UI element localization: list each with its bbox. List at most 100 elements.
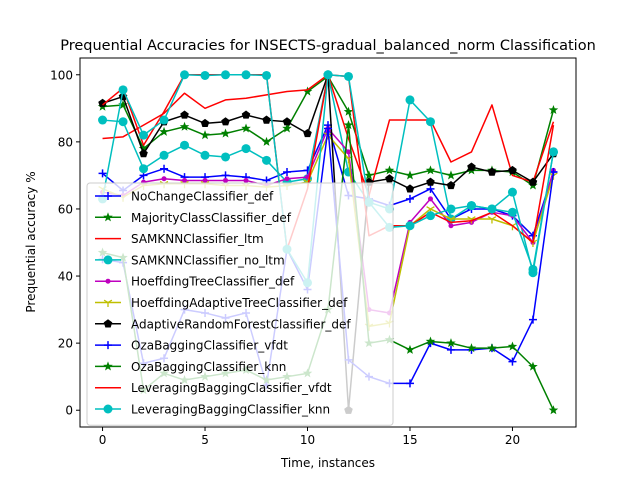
data-point bbox=[118, 85, 128, 95]
data-point bbox=[139, 130, 149, 140]
data-point bbox=[118, 99, 128, 110]
data-point bbox=[200, 118, 210, 128]
data-point bbox=[223, 177, 229, 183]
data-point bbox=[182, 177, 188, 183]
data-point bbox=[138, 143, 149, 153]
chart-title: Prequential Accuracies for INSECTS-gradu… bbox=[60, 38, 596, 54]
data-point bbox=[508, 357, 517, 366]
legend-label: SAMKNNClassifier_ltm bbox=[131, 232, 264, 246]
legend-marker bbox=[103, 361, 113, 371]
data-point bbox=[200, 150, 210, 160]
legend-label: HoeffdingTreeClassifier_def bbox=[131, 275, 295, 289]
legend: NoChangeClassifier_def MajorityClassClass… bbox=[86, 182, 394, 426]
data-point bbox=[241, 123, 251, 133]
y-axis: 0 20 40 60 80 100 bbox=[50, 68, 80, 418]
data-point bbox=[262, 115, 271, 124]
y-tick-label: 60 bbox=[58, 202, 73, 216]
data-point bbox=[284, 176, 290, 182]
data-point bbox=[384, 165, 395, 175]
legend-label: AdaptiveRandomForestClassifier_def bbox=[131, 317, 351, 331]
data-point bbox=[528, 315, 537, 324]
data-point bbox=[405, 170, 415, 180]
data-point bbox=[446, 345, 455, 354]
data-point bbox=[426, 184, 435, 193]
data-point bbox=[159, 126, 169, 136]
legend-item: NoChangeClassifier_def bbox=[95, 190, 274, 204]
data-point bbox=[507, 187, 517, 197]
data-point bbox=[261, 136, 272, 146]
data-point bbox=[220, 128, 231, 138]
legend-marker bbox=[103, 212, 113, 222]
data-point bbox=[241, 144, 251, 154]
data-point bbox=[241, 110, 251, 119]
data-point bbox=[364, 170, 374, 180]
legend-label: LeveragingBaggingClassifier_vfdt bbox=[131, 381, 332, 395]
legend-item: AdaptiveRandomForestClassifier_def bbox=[95, 317, 351, 331]
y-tick-label: 40 bbox=[58, 270, 73, 284]
data-point bbox=[180, 140, 190, 150]
data-point bbox=[159, 150, 169, 160]
legend-marker bbox=[105, 278, 111, 284]
data-point bbox=[528, 177, 538, 186]
x-tick-label: 5 bbox=[201, 433, 209, 447]
data-point bbox=[282, 117, 292, 126]
data-point bbox=[139, 149, 148, 158]
data-point bbox=[405, 379, 414, 388]
x-tick-label: 10 bbox=[300, 433, 315, 447]
data-point bbox=[345, 149, 351, 155]
data-point bbox=[548, 147, 558, 157]
data-point bbox=[405, 95, 415, 105]
legend-item: HoeffdingTreeClassifier_def bbox=[95, 275, 295, 289]
x-tick-label: 20 bbox=[505, 433, 520, 447]
data-point bbox=[425, 117, 435, 127]
data-point bbox=[200, 130, 210, 140]
data-point bbox=[425, 336, 436, 346]
legend-marker bbox=[103, 299, 113, 307]
legend-item: OzaBaggingClassifier_knn bbox=[95, 360, 286, 374]
legend-item: SAMKNNClassifier_no_ltm bbox=[95, 253, 285, 267]
data-point bbox=[405, 344, 415, 354]
legend-item: OzaBaggingClassifier_vfdt bbox=[95, 339, 288, 353]
data-point bbox=[467, 162, 476, 171]
legend-label: OzaBaggingClassifier_vfdt bbox=[131, 339, 288, 353]
y-tick-label: 100 bbox=[50, 68, 73, 82]
legend-item: MajorityClassClassifier_def bbox=[95, 211, 292, 225]
data-point bbox=[200, 70, 210, 80]
data-point bbox=[507, 341, 518, 351]
legend-item: LeveragingBaggingClassifier_vfdt bbox=[95, 381, 332, 395]
data-point bbox=[262, 155, 272, 165]
legend-box bbox=[86, 182, 394, 426]
legend-item: HoeffdingAdaptiveTreeClassifier_def bbox=[95, 296, 348, 310]
data-point bbox=[180, 110, 189, 119]
plot-frame bbox=[79, 57, 577, 428]
legend-marker bbox=[103, 404, 113, 414]
legend-marker bbox=[103, 319, 113, 328]
data-point bbox=[487, 343, 497, 353]
y-tick-label: 0 bbox=[65, 404, 73, 418]
data-point bbox=[446, 170, 456, 180]
legend-label: NoChangeClassifier_def bbox=[131, 190, 274, 204]
data-point bbox=[161, 176, 167, 182]
data-point bbox=[324, 124, 332, 133]
data-point bbox=[343, 120, 354, 130]
data-point bbox=[282, 123, 292, 133]
data-point bbox=[302, 86, 313, 96]
data-point bbox=[427, 196, 433, 202]
data-point bbox=[548, 405, 559, 415]
data-point bbox=[466, 201, 476, 211]
legend-marker bbox=[104, 341, 112, 350]
data-point bbox=[262, 70, 272, 80]
data-point bbox=[507, 207, 517, 217]
x-tick-label: 15 bbox=[402, 433, 417, 447]
data-point bbox=[202, 177, 208, 183]
data-point bbox=[487, 204, 497, 214]
data-point bbox=[180, 70, 190, 80]
data-point bbox=[446, 338, 456, 348]
data-point bbox=[343, 71, 353, 81]
data-point bbox=[221, 70, 231, 80]
legend-item: SAMKNNClassifier_ltm bbox=[95, 232, 264, 246]
legend-marker bbox=[103, 255, 113, 265]
data-point bbox=[528, 264, 538, 274]
data-point bbox=[405, 184, 415, 193]
data-point bbox=[426, 177, 435, 186]
